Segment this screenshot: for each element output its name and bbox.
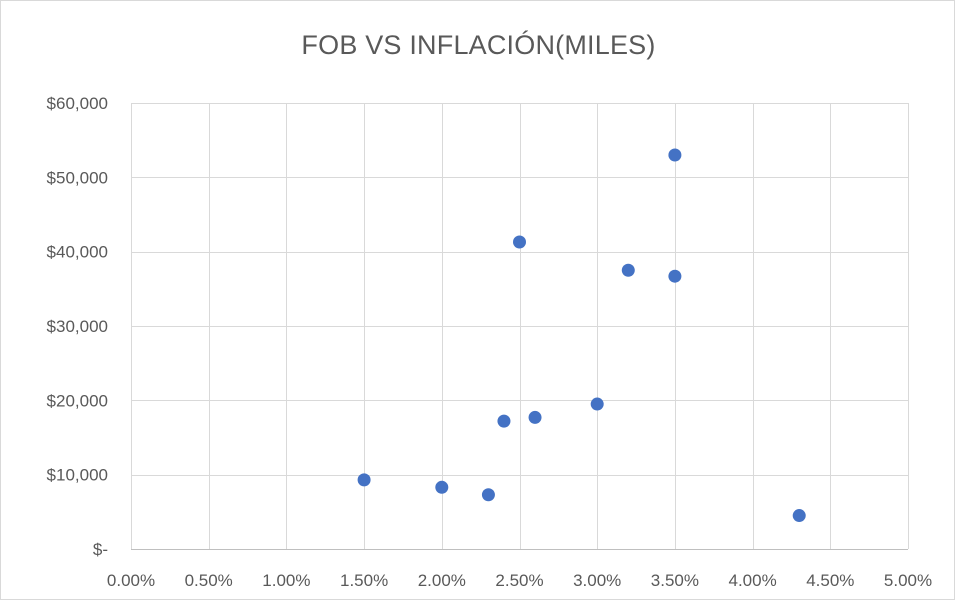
- chart-title: FOB VS INFLACIÓN(MILES): [301, 30, 656, 60]
- data-point: [497, 414, 511, 428]
- x-tick-label: 5.00%: [884, 571, 932, 590]
- x-tick-label: 0.50%: [185, 571, 233, 590]
- data-point: [792, 509, 806, 523]
- x-tick-label: 1.00%: [262, 571, 310, 590]
- data-point: [621, 263, 635, 277]
- data-point: [590, 397, 604, 411]
- x-tick-label: 2.50%: [495, 571, 543, 590]
- data-point: [513, 235, 526, 249]
- y-tick-label: $60,000: [47, 94, 108, 113]
- data-point: [668, 269, 682, 283]
- data-point: [668, 148, 682, 162]
- data-point: [528, 410, 542, 424]
- x-tick-label: 2.00%: [418, 571, 466, 590]
- x-tick-label: 1.50%: [340, 571, 388, 590]
- gridlines: [131, 103, 909, 550]
- y-tick-label: $-: [93, 540, 108, 559]
- data-point: [435, 480, 449, 494]
- data-point: [357, 473, 371, 487]
- x-tick-label: 3.00%: [573, 571, 621, 590]
- y-tick-label: $50,000: [47, 168, 108, 187]
- data-series: [357, 148, 806, 523]
- y-tick-label: $40,000: [47, 243, 108, 262]
- y-tick-label: $30,000: [47, 317, 108, 336]
- x-axis-tick-labels: 0.00% 0.50% 1.00% 1.50% 2.00% 2.50% 3.00% 3.50%…: [107, 571, 932, 590]
- x-tick-label: 4.00%: [728, 571, 776, 590]
- y-tick-label: $10,000: [47, 466, 108, 485]
- y-tick-label: $20,000: [47, 391, 108, 410]
- x-tick-label: 4.50%: [806, 571, 854, 590]
- x-tick-label: 3.50%: [651, 571, 699, 590]
- x-tick-label: 0.00%: [107, 571, 155, 590]
- y-axis-tick-labels: $- $10,000 $20,000 $30,000 $40,000 $50,000 $60…: [47, 94, 108, 559]
- data-point: [481, 488, 495, 502]
